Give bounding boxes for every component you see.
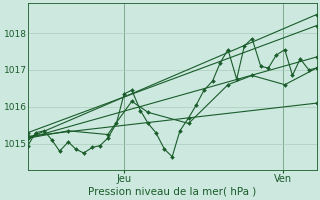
X-axis label: Pression niveau de la mer( hPa ): Pression niveau de la mer( hPa ) <box>88 187 256 197</box>
